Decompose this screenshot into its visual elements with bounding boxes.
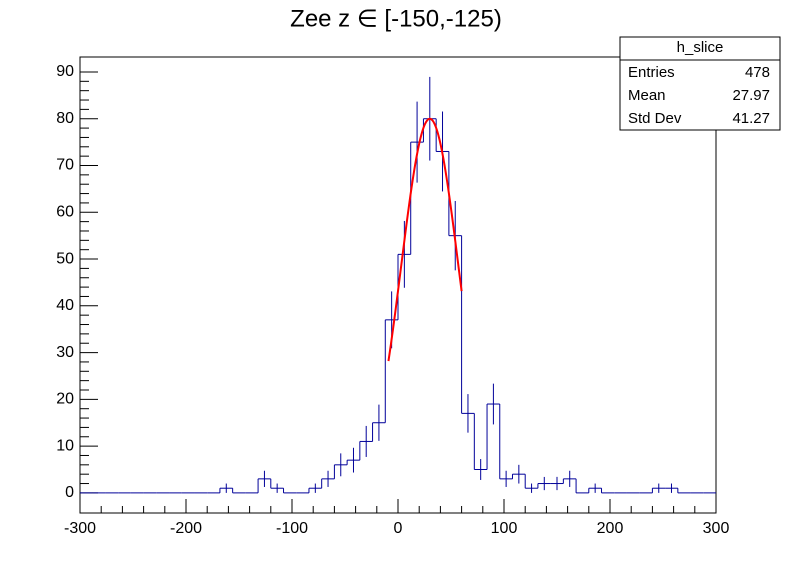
stat-label: Entries [628,64,675,81]
stat-label: Std Dev [628,110,682,127]
stats-box: h_slice Entries 478 Mean 27.97 Std Dev 41.27 [619,36,781,131]
x-tick-label: 0 [394,520,403,537]
y-tick-label: 80 [56,110,74,127]
y-tick-label: 0 [65,484,74,501]
x-tick-label: 100 [491,520,518,537]
y-tick-label: 50 [56,250,74,267]
x-tick-label: -300 [64,520,96,537]
y-tick-label: 60 [56,203,74,220]
fit-curve [387,117,463,362]
stat-value: 41.27 [732,110,770,127]
stats-title: h_slice [677,39,724,56]
stats-frame [619,36,781,131]
y-tick-label: 70 [56,157,74,174]
y-tick-label: 20 [56,391,74,408]
x-tick-label: -200 [170,520,202,537]
chart-title: Zee z ∈ [-150,-125) [290,5,502,32]
x-tick-label: 300 [703,520,730,537]
y-tick-label: 90 [56,63,74,80]
y-tick-label: 40 [56,297,74,314]
x-tick-label: -100 [276,520,308,537]
x-tick-label: 200 [597,520,624,537]
y-tick-label: 30 [56,344,74,361]
stat-value: 27.97 [732,87,770,104]
stat-value: 478 [745,64,770,81]
y-tick-label: 10 [56,437,74,454]
stat-label: Mean [628,87,666,104]
